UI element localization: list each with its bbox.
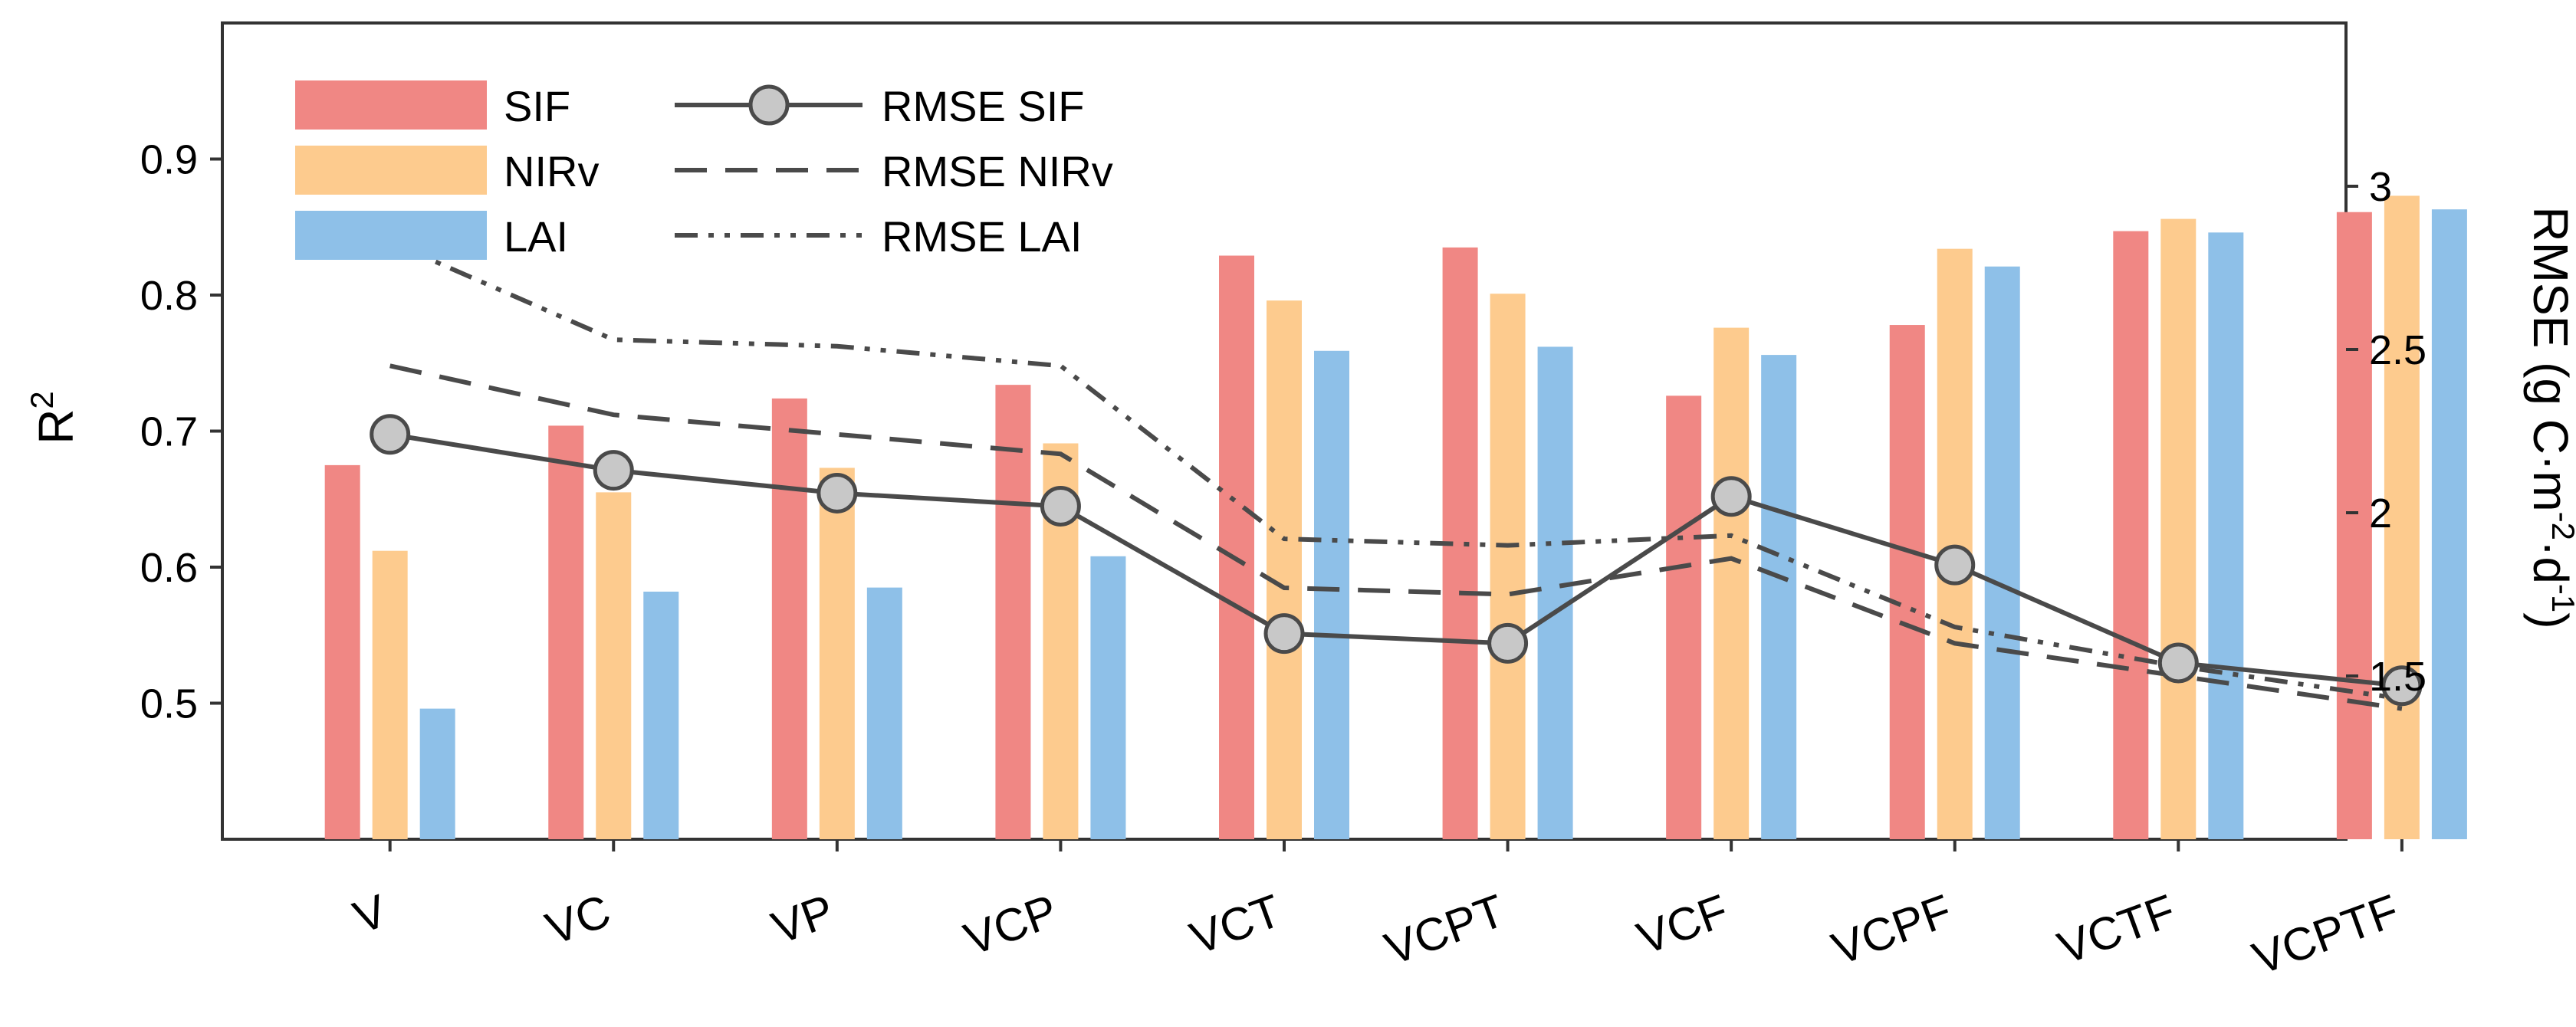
left-axis-title: R2 (24, 391, 84, 445)
bar-sif-vc (548, 425, 584, 839)
legend-label-rmse-nirv: RMSE NIRv (882, 147, 1113, 195)
left-tick-label-0.5: 0.5 (140, 681, 198, 727)
legend-swatch-sif (295, 80, 487, 130)
left-axis-title-sup: 2 (24, 391, 60, 409)
bar-lai-vcf (1761, 355, 1797, 840)
bar-nirv-vcf (1714, 327, 1750, 840)
right-axis-title: RMSE (g C·m-2·d-1) (2523, 206, 2576, 628)
right-axis-title-part-1: RMSE (g C·m (2523, 206, 2576, 511)
legend-marker-rmse-sif (748, 84, 790, 126)
x-tick-label-vcpf: VCPF (1825, 884, 1958, 975)
x-axis: V VC VP VCP VCT VCPT VCF VCPF VCTF VCPTF (347, 839, 2406, 984)
bar-lai-v (419, 708, 455, 839)
x-tick-label-vp: VP (765, 884, 840, 953)
left-tick-label-0.7: 0.7 (140, 409, 198, 455)
bar-nirv-vct (1267, 300, 1302, 840)
right-axis: 1.5 2 2.5 3 (2346, 164, 2426, 700)
x-tick-label-vcp: VCP (958, 884, 1064, 965)
bar-nirv-vp (819, 468, 855, 839)
line-rmse-sif (389, 431, 2403, 688)
right-tick-label-2: 2 (2369, 491, 2392, 536)
bar-lai-vc (643, 591, 679, 839)
bar-lai-vcp (1090, 556, 1126, 839)
right-axis-title-part-4: -1 (2545, 584, 2576, 612)
x-tick-label-vctf: VCTF (2052, 884, 2182, 974)
marker-rmse-sif-vct (1263, 613, 1305, 655)
bar-lai-vct (1314, 350, 1349, 839)
legend-label-rmse-sif: RMSE SIF (882, 82, 1084, 130)
bar-sif-vcf (1666, 395, 1702, 839)
bar-sif-vcpf (1889, 325, 1925, 839)
bar-nirv-vcpf (1937, 248, 1973, 839)
x-tick-label-v: V (347, 884, 394, 943)
right-tick-label-2.5: 2.5 (2369, 327, 2426, 373)
legend-label-sif: SIF (504, 82, 570, 130)
marker-rmse-sif-vctf (2157, 642, 2199, 684)
legend-swatch-nirv (295, 146, 487, 195)
marker-rmse-sif-vc (593, 450, 634, 491)
x-tick-label-vcpt: VCPT (1378, 884, 1511, 975)
right-axis-title-part-3: ·d (2523, 540, 2576, 584)
line-rmse-nirv (389, 363, 2403, 711)
bar-nirv-vc (596, 492, 632, 839)
x-tick-label-vcf: VCF (1631, 884, 1735, 964)
bar-sif-vct (1219, 255, 1254, 839)
bar-sif-vcp (995, 385, 1031, 839)
legend-swatch-lai (295, 211, 487, 260)
marker-rmse-sif-v (370, 414, 411, 455)
legend-label-rmse-lai: RMSE LAI (882, 212, 1082, 261)
left-axis: 0.5 0.6 0.7 0.8 0.9 (140, 137, 222, 727)
right-tick-label-1.5: 1.5 (2369, 654, 2426, 700)
bar-lai-vcpf (1984, 266, 2020, 840)
marker-rmse-sif-vp (816, 472, 858, 514)
left-tick-label-0.8: 0.8 (140, 273, 198, 319)
bar-lai-vcpt (1537, 346, 1573, 839)
legend-label-nirv: NIRv (504, 147, 599, 195)
line-group (389, 239, 2403, 711)
bar-nirv-vctf (2160, 218, 2196, 840)
marker-rmse-sif-vcf (1710, 476, 1752, 517)
legend-label-lai: LAI (504, 212, 568, 261)
marker-rmse-sif-vcptf (2381, 665, 2423, 707)
marker-rmse-sif-vcpf (1934, 544, 1976, 586)
bar-sif-vp (771, 398, 807, 839)
bar-sif-vctf (2113, 231, 2149, 839)
marker-group (370, 414, 2423, 707)
bar-sif-v (324, 464, 360, 839)
x-tick-label-vc: VC (539, 884, 616, 954)
bar-group (324, 195, 2467, 840)
marker-rmse-sif-vcp (1040, 485, 1081, 527)
bar-nirv-v (372, 550, 408, 839)
marker-rmse-sif-vcpt (1487, 622, 1529, 664)
bar-sif-vcptf (2336, 212, 2372, 840)
bar-lai-vctf (2208, 232, 2244, 840)
x-tick-label-vcptf: VCPTF (2246, 884, 2406, 984)
right-tick-label-3: 3 (2369, 164, 2392, 210)
bar-nirv-vcptf (2384, 195, 2420, 840)
right-axis-title-part-5: ) (2523, 612, 2576, 628)
bar-nirv-vcpt (1490, 294, 1526, 840)
left-tick-label-0.6: 0.6 (140, 545, 198, 591)
bar-lai-vcptf (2431, 209, 2467, 839)
x-tick-label-vct: VCT (1184, 884, 1288, 964)
bar-lai-vp (866, 587, 902, 839)
left-axis-title-base: R (28, 409, 84, 445)
left-tick-label-0.9: 0.9 (140, 137, 198, 183)
right-axis-title-part-2: -2 (2545, 512, 2576, 540)
legend: SIF NIRv LAI RMSE SIF RMSE NIRv RMSE LAI (295, 80, 1113, 261)
